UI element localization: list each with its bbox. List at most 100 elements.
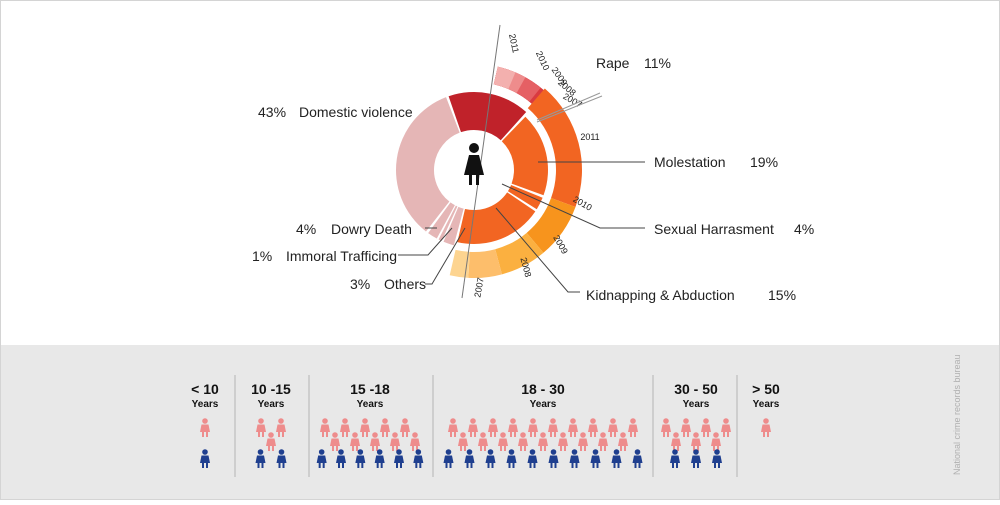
age-group-label: 30 - 50 <box>674 381 718 397</box>
person-icon-head <box>372 432 378 438</box>
person-icon-body <box>340 424 350 432</box>
person-icon <box>200 449 210 468</box>
person-icon-body <box>485 455 496 463</box>
person-icon-head <box>257 449 264 455</box>
person-icon-leg <box>326 432 328 437</box>
person-icon-head <box>672 449 678 455</box>
person-icon-body <box>568 424 578 432</box>
age-group: 30 - 50 Years <box>661 381 731 468</box>
person-icon <box>721 418 731 437</box>
person-icon-head <box>487 449 494 455</box>
person-icon <box>508 418 518 437</box>
person-icon-head <box>342 418 348 424</box>
person-icon <box>590 449 601 468</box>
person-icon <box>370 432 380 451</box>
person-icon-head <box>580 432 586 438</box>
person-icon-leg <box>554 432 556 437</box>
person-icon-leg <box>693 463 695 468</box>
person-icon-leg <box>278 463 281 468</box>
label-kidnapping: Kidnapping & Abduction 15% <box>586 287 796 303</box>
person-icon-leg <box>376 446 378 451</box>
person-icon-leg <box>540 446 542 451</box>
person-icon-body <box>721 424 731 432</box>
person-icon-body <box>336 455 346 463</box>
person-icon-body <box>276 455 287 463</box>
category-label: Kidnapping & Abduction <box>586 287 735 303</box>
person-icon <box>632 449 643 468</box>
person-icon <box>538 432 548 451</box>
person-icon <box>485 449 496 468</box>
person-icon-leg <box>617 463 620 468</box>
person-icon-leg <box>261 463 264 468</box>
person-icon <box>548 449 559 468</box>
person-icon-leg <box>594 432 596 437</box>
person-icon-leg <box>687 432 689 437</box>
female-icon-leg <box>476 175 479 185</box>
person-icon <box>691 432 701 451</box>
person-icon-head <box>550 449 557 455</box>
person-icon <box>548 418 558 437</box>
person-icon <box>528 418 538 437</box>
person-icon-head <box>530 418 536 424</box>
person-icon-leg <box>667 432 669 437</box>
person-icon-leg <box>396 446 398 451</box>
person-icon-leg <box>202 463 204 468</box>
person-icon-head <box>570 418 576 424</box>
person-icon-leg <box>338 463 340 468</box>
person-icon-body <box>410 438 420 446</box>
person-icon-body <box>390 438 400 446</box>
age-group-label: 10 -15 <box>251 381 291 397</box>
person-icon-head <box>500 432 506 438</box>
year-label: 2011 <box>580 132 599 142</box>
person-icon-leg <box>697 463 699 468</box>
category-label: Dowry Death <box>331 221 412 237</box>
person-icon-leg <box>487 463 490 468</box>
label-molestation: Molestation 19% <box>654 154 778 170</box>
percent-label: 1% <box>252 248 272 264</box>
person-icon-body <box>611 455 622 463</box>
person-icon-head <box>382 418 388 424</box>
person-icon-leg <box>723 432 725 437</box>
person-icon-leg <box>727 432 729 437</box>
person-icon-leg <box>356 446 358 451</box>
person-icon-head <box>415 449 422 455</box>
person-icon-head <box>362 418 368 424</box>
person-icon-leg <box>386 432 388 437</box>
person-icon-leg <box>206 463 208 468</box>
person-icon-leg <box>512 463 515 468</box>
source-label: National crime records bureau <box>952 354 962 475</box>
rape-guide-line <box>536 95 603 123</box>
leader-line <box>501 183 645 229</box>
age-panel: < 10 Years 10 -15 Years 15 -18 Years 18 - 30 Ye… <box>0 345 1000 500</box>
rape-year-band-2007 <box>493 66 516 89</box>
person-icon-head <box>673 432 679 438</box>
person-icon-leg <box>570 432 572 437</box>
person-icon-body <box>256 424 266 432</box>
person-icon-head <box>683 418 689 424</box>
person-icon-head <box>663 418 669 424</box>
person-icon-leg <box>396 463 398 468</box>
person-icon-head <box>510 418 516 424</box>
person-icon-head <box>713 432 719 438</box>
person-icon-head <box>396 449 402 455</box>
person-icon <box>711 432 721 451</box>
person-icon-leg <box>533 463 536 468</box>
person-icon-leg <box>624 446 626 451</box>
person-icon-head <box>202 418 208 424</box>
person-icon-head <box>592 449 599 455</box>
person-icon-body <box>548 455 559 463</box>
category-label: Sexual Harrasment <box>654 221 774 237</box>
person-icon-body <box>330 438 340 446</box>
person-icon-body <box>355 455 366 463</box>
age-group-sub: Years <box>683 399 710 410</box>
person-icon-leg <box>713 446 715 451</box>
person-icon <box>443 449 454 468</box>
person-icon-leg <box>470 432 472 437</box>
person-icon <box>350 432 360 451</box>
person-icon-body <box>761 424 771 432</box>
orange-year-band-2009 <box>495 232 544 275</box>
person-icon-leg <box>278 432 280 437</box>
person-icon-body <box>661 424 671 432</box>
person-icon-head <box>763 418 769 424</box>
person-icon-body <box>320 424 330 432</box>
